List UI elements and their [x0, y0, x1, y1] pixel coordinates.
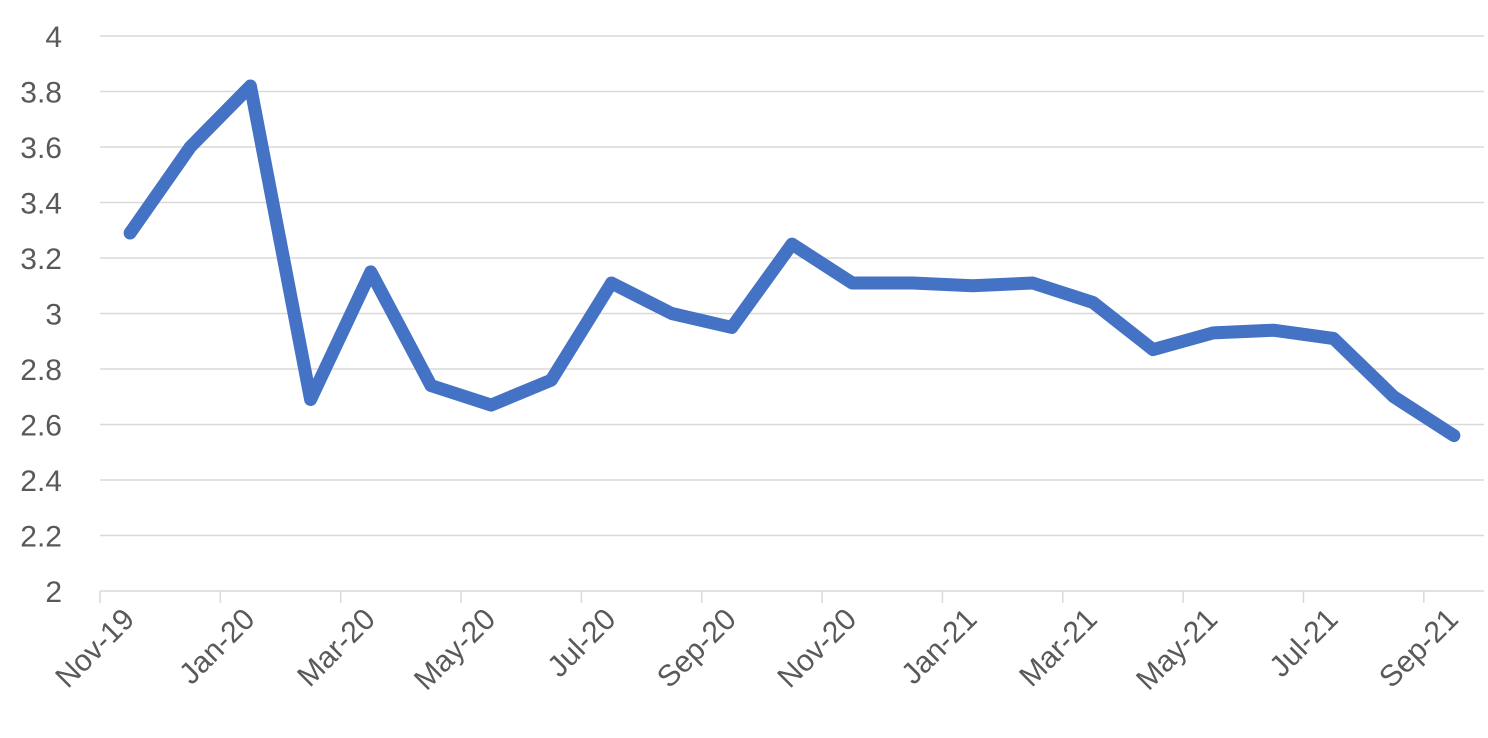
x-tick-label: Sep-21	[1373, 603, 1465, 695]
y-tick-label: 2.8	[20, 354, 62, 387]
x-tick-label: Jul-21	[1263, 603, 1344, 684]
x-tick-label: Mar-20	[291, 603, 382, 694]
series-line	[123, 79, 1461, 443]
x-tick-label: Nov-19	[49, 603, 141, 695]
x-tick-label: May-20	[408, 603, 502, 697]
y-tick-label: 2.4	[20, 465, 62, 498]
x-tick-label: Mar-21	[1013, 603, 1104, 694]
y-tick-label: 2.6	[20, 410, 62, 443]
gridlines	[100, 35, 1484, 537]
x-axis-tick-labels: Nov-19 Jan-20 Mar-20 May-20 Jul-20 Sep-20 Nov-…	[49, 603, 1465, 697]
y-tick-label: 3.6	[20, 132, 62, 165]
y-axis-tick-labels: 2 2.2 2.4 2.6 2.8 3 3.2 3.4 3.6 3.8 4	[20, 21, 62, 609]
y-tick-label: 2.2	[20, 521, 62, 554]
x-tick-label: Sep-20	[651, 603, 743, 695]
y-tick-label: 3.8	[20, 77, 62, 110]
y-tick-label: 4	[45, 21, 62, 54]
x-tick-label: Jul-20	[541, 603, 622, 684]
x-axis	[99, 590, 1484, 603]
series-group	[123, 79, 1461, 443]
x-tick-label: Jan-21	[895, 603, 983, 691]
y-tick-label: 3	[45, 299, 62, 332]
x-tick-label: May-21	[1130, 603, 1224, 697]
y-tick-label: 3.4	[20, 188, 62, 221]
x-tick-label: Nov-20	[771, 603, 863, 695]
x-tick-label: Jan-20	[173, 603, 261, 691]
y-tick-label: 2	[45, 576, 62, 609]
y-tick-label: 3.2	[20, 243, 62, 276]
